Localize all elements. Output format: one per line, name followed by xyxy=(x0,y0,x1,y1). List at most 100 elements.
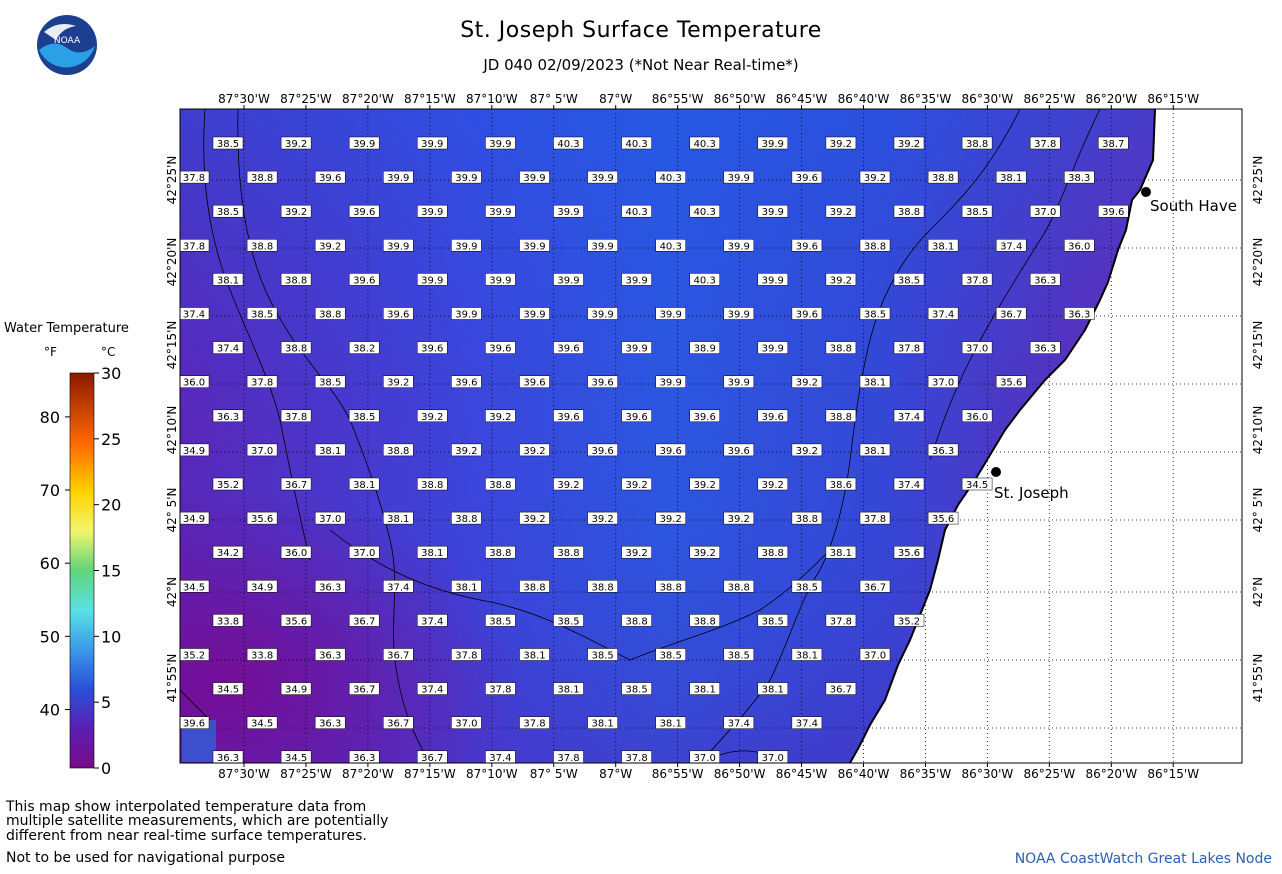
svg-text:39.9: 39.9 xyxy=(660,378,682,389)
svg-text:39.9: 39.9 xyxy=(421,139,443,150)
svg-text:34.5: 34.5 xyxy=(251,719,273,730)
svg-text:37.0: 37.0 xyxy=(966,344,988,355)
svg-text:38.8: 38.8 xyxy=(898,207,920,218)
svg-text:37.4: 37.4 xyxy=(1000,241,1022,252)
legend-celsius-tick: 30 xyxy=(101,364,121,383)
svg-text:39.9: 39.9 xyxy=(353,139,375,150)
svg-text:38.1: 38.1 xyxy=(796,651,818,662)
svg-text:37.8: 37.8 xyxy=(183,241,205,252)
temperature-value: 39.2 xyxy=(893,136,925,150)
temperature-value: 38.8 xyxy=(383,443,414,457)
temperature-value: 34.9 xyxy=(280,682,312,696)
temperature-value: 38.1 xyxy=(519,648,550,662)
temperature-value: 37.8 xyxy=(553,750,584,763)
svg-text:39.9: 39.9 xyxy=(728,310,750,321)
temperature-value: 39.2 xyxy=(451,443,482,457)
svg-text:39.2: 39.2 xyxy=(421,412,443,423)
temperature-value: 38.9 xyxy=(689,341,720,355)
temperature-value: 38.8 xyxy=(246,170,278,184)
temperature-value: 39.9 xyxy=(485,204,516,218)
svg-text:38.2: 38.2 xyxy=(353,344,375,355)
temperature-value: 36.3 xyxy=(1029,341,1061,355)
temperature-value: 37.4 xyxy=(995,239,1027,252)
temperature-value: 39.9 xyxy=(757,136,789,150)
svg-text:34.5: 34.5 xyxy=(285,753,307,764)
temperature-value: 39.9 xyxy=(348,136,380,150)
temperature-value: 37.0 xyxy=(1029,204,1061,218)
svg-text:38.8: 38.8 xyxy=(625,616,647,627)
svg-text:36.3: 36.3 xyxy=(217,753,239,764)
svg-text:38.5: 38.5 xyxy=(660,651,682,662)
logo-text: NOAA xyxy=(54,36,81,46)
temperature-value: 39.9 xyxy=(723,375,755,389)
svg-text:40.3: 40.3 xyxy=(694,275,716,286)
svg-text:39.9: 39.9 xyxy=(387,173,409,184)
longitude-label: 86°55'W xyxy=(652,767,704,781)
latitude-label: 42°N xyxy=(165,577,179,607)
svg-text:33.8: 33.8 xyxy=(251,651,273,662)
longitude-label: 86°55'W xyxy=(652,92,704,106)
temperature-value: 37.8 xyxy=(825,614,857,627)
svg-text:37.0: 37.0 xyxy=(1034,207,1056,218)
svg-text:36.7: 36.7 xyxy=(285,480,307,491)
svg-text:38.1: 38.1 xyxy=(864,446,886,457)
temperature-value: 39.9 xyxy=(451,239,482,252)
legend-celsius-tick: 10 xyxy=(101,627,121,646)
legend-celsius-tick: 5 xyxy=(101,693,111,712)
temperature-value: 40.3 xyxy=(621,204,652,218)
temperature-value: 36.3 xyxy=(314,648,346,662)
temperature-value: 40.3 xyxy=(621,136,652,150)
svg-text:38.5: 38.5 xyxy=(319,378,341,389)
temperature-value: 38.8 xyxy=(927,170,959,184)
svg-text:35.2: 35.2 xyxy=(217,480,239,491)
temperature-value: 39.6 xyxy=(348,204,380,218)
temperature-value: 35.6 xyxy=(280,614,312,627)
svg-text:35.6: 35.6 xyxy=(932,514,954,525)
svg-text:38.1: 38.1 xyxy=(455,582,477,593)
temperature-value: 39.6 xyxy=(451,375,482,389)
temperature-value: 38.1 xyxy=(757,682,789,696)
svg-text:38.8: 38.8 xyxy=(796,514,818,525)
svg-text:39.2: 39.2 xyxy=(557,480,579,491)
longitude-label: 87°25'W xyxy=(280,767,332,781)
legend-unit-celsius: °C xyxy=(101,345,116,359)
svg-text:38.5: 38.5 xyxy=(898,275,920,286)
temperature-value: 37.8 xyxy=(519,716,550,730)
temperature-value: 34.5 xyxy=(280,750,312,764)
temperature-value: 38.5 xyxy=(587,648,618,662)
svg-text:38.8: 38.8 xyxy=(421,480,443,491)
temperature-value: 39.2 xyxy=(621,545,652,559)
city-label-st-joseph: St. Joseph xyxy=(994,484,1069,502)
temperature-value: 37.8 xyxy=(180,170,210,184)
svg-text:38.1: 38.1 xyxy=(353,480,375,491)
temperature-value: 39.2 xyxy=(825,204,857,218)
temperature-value: 39.2 xyxy=(587,511,618,525)
temperature-value: 38.8 xyxy=(791,511,823,525)
temperature-value: 38.8 xyxy=(280,341,312,355)
svg-text:38.1: 38.1 xyxy=(1000,173,1022,184)
temperature-value: 34.2 xyxy=(212,545,244,559)
svg-text:38.1: 38.1 xyxy=(217,275,239,286)
temperature-value: 36.3 xyxy=(212,750,244,764)
longitude-label: 86°15'W xyxy=(1147,767,1199,781)
svg-text:39.9: 39.9 xyxy=(762,275,784,286)
svg-text:39.9: 39.9 xyxy=(421,207,443,218)
temperature-value: 38.2 xyxy=(348,341,380,355)
temperature-value: 39.6 xyxy=(587,443,618,457)
svg-text:36.0: 36.0 xyxy=(183,378,205,389)
temperature-value: 36.3 xyxy=(927,443,959,457)
temperature-value: 37.0 xyxy=(859,648,891,662)
svg-text:38.8: 38.8 xyxy=(932,173,954,184)
temperature-value: 38.5 xyxy=(485,614,516,627)
svg-text:39.6: 39.6 xyxy=(762,412,784,423)
navigation-warning: Not to be used for navigational purpose xyxy=(6,850,285,866)
temperature-value: 38.1 xyxy=(689,682,720,696)
city-south-haven: South Have xyxy=(1141,187,1237,215)
svg-text:38.8: 38.8 xyxy=(455,514,477,525)
svg-text:40.3: 40.3 xyxy=(557,139,579,150)
legend-fahrenheit-tick: 50 xyxy=(40,627,60,646)
longitude-label: 86°40'W xyxy=(838,767,890,781)
svg-text:38.1: 38.1 xyxy=(660,719,682,730)
svg-text:38.8: 38.8 xyxy=(319,310,341,321)
temperature-value: 39.2 xyxy=(621,477,652,491)
